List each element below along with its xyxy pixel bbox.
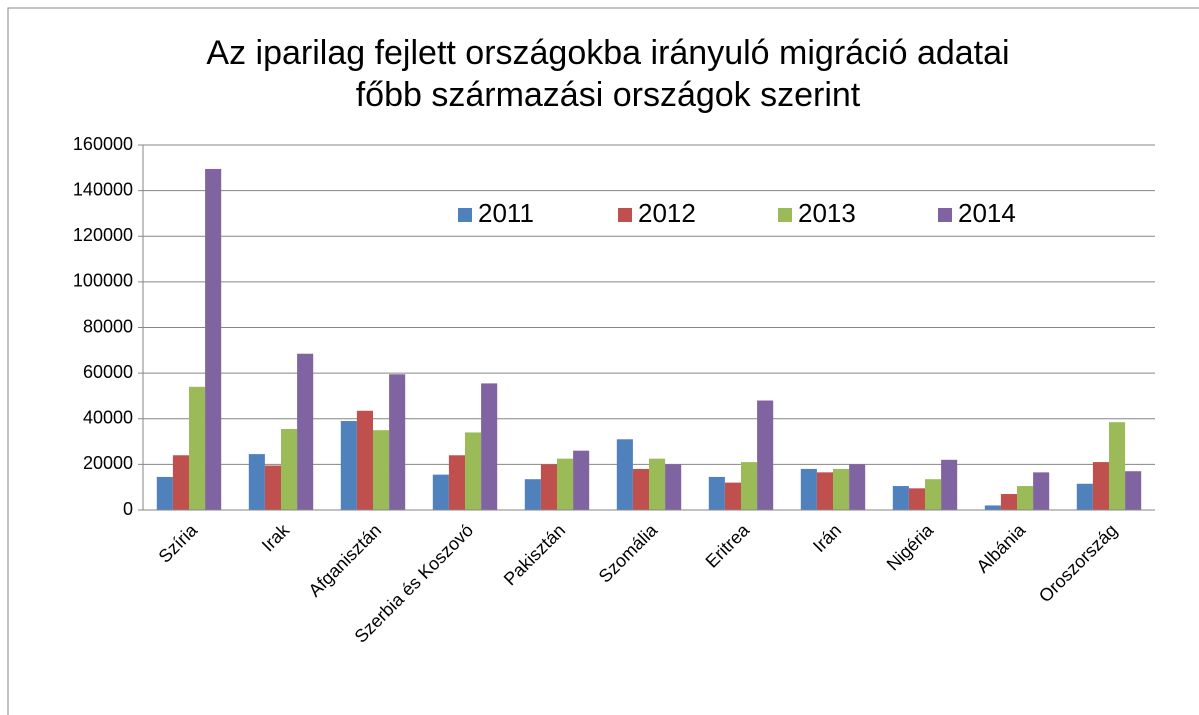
legend-swatch [618, 208, 632, 222]
bar [1076, 483, 1093, 510]
bar [833, 468, 850, 510]
bar [557, 458, 574, 510]
bar [757, 400, 774, 510]
legend-label: 2014 [958, 198, 1016, 228]
bar [156, 476, 173, 510]
bar [665, 464, 682, 510]
chart-title: Az iparilag fejlett országokba irányuló … [206, 34, 1009, 72]
bar [1109, 422, 1126, 510]
bar [1033, 472, 1050, 510]
bar [708, 476, 725, 510]
bar [524, 479, 541, 510]
legend-swatch [778, 208, 792, 222]
y-tick-label: 40000 [83, 408, 133, 428]
bar [1017, 486, 1034, 510]
bar [172, 455, 189, 510]
bar [741, 462, 758, 510]
bar [281, 429, 298, 510]
bar [941, 459, 958, 510]
bar [849, 464, 866, 510]
chart-frame [7, 7, 1199, 715]
chart-title: főbb származási országok szerint [356, 76, 861, 114]
y-tick-label: 160000 [73, 134, 133, 154]
bar [448, 455, 465, 510]
y-tick-label: 100000 [73, 271, 133, 291]
bar [724, 482, 741, 510]
bar [984, 505, 1001, 510]
bar [1125, 471, 1142, 510]
bar [297, 353, 314, 510]
bar [649, 458, 666, 510]
bar [432, 474, 449, 510]
bar [1000, 494, 1017, 510]
bar [389, 374, 406, 510]
bar [925, 479, 942, 510]
bar [481, 383, 498, 510]
y-tick-label: 80000 [83, 316, 133, 336]
bar [264, 465, 281, 510]
bar [908, 488, 925, 510]
legend-label: 2012 [638, 198, 696, 228]
y-tick-label: 20000 [83, 453, 133, 473]
bar [1092, 462, 1109, 510]
bar [373, 430, 390, 510]
bar [205, 168, 222, 510]
bar [248, 454, 265, 510]
legend-label: 2011 [478, 198, 534, 228]
bar [356, 410, 373, 510]
bar [189, 386, 206, 510]
y-tick-label: 60000 [83, 362, 133, 382]
legend-swatch [458, 208, 472, 222]
bar [892, 486, 909, 510]
bar [340, 421, 357, 510]
bar [573, 450, 590, 510]
bar [800, 468, 817, 510]
legend-swatch [938, 208, 952, 222]
bar [632, 468, 649, 510]
bar [816, 472, 833, 510]
bar [465, 432, 482, 510]
y-tick-label: 0 [123, 499, 133, 519]
y-tick-label: 140000 [73, 179, 133, 199]
bar [616, 439, 633, 510]
bar [540, 464, 557, 510]
y-tick-label: 120000 [73, 225, 133, 245]
legend-label: 2013 [798, 198, 856, 228]
